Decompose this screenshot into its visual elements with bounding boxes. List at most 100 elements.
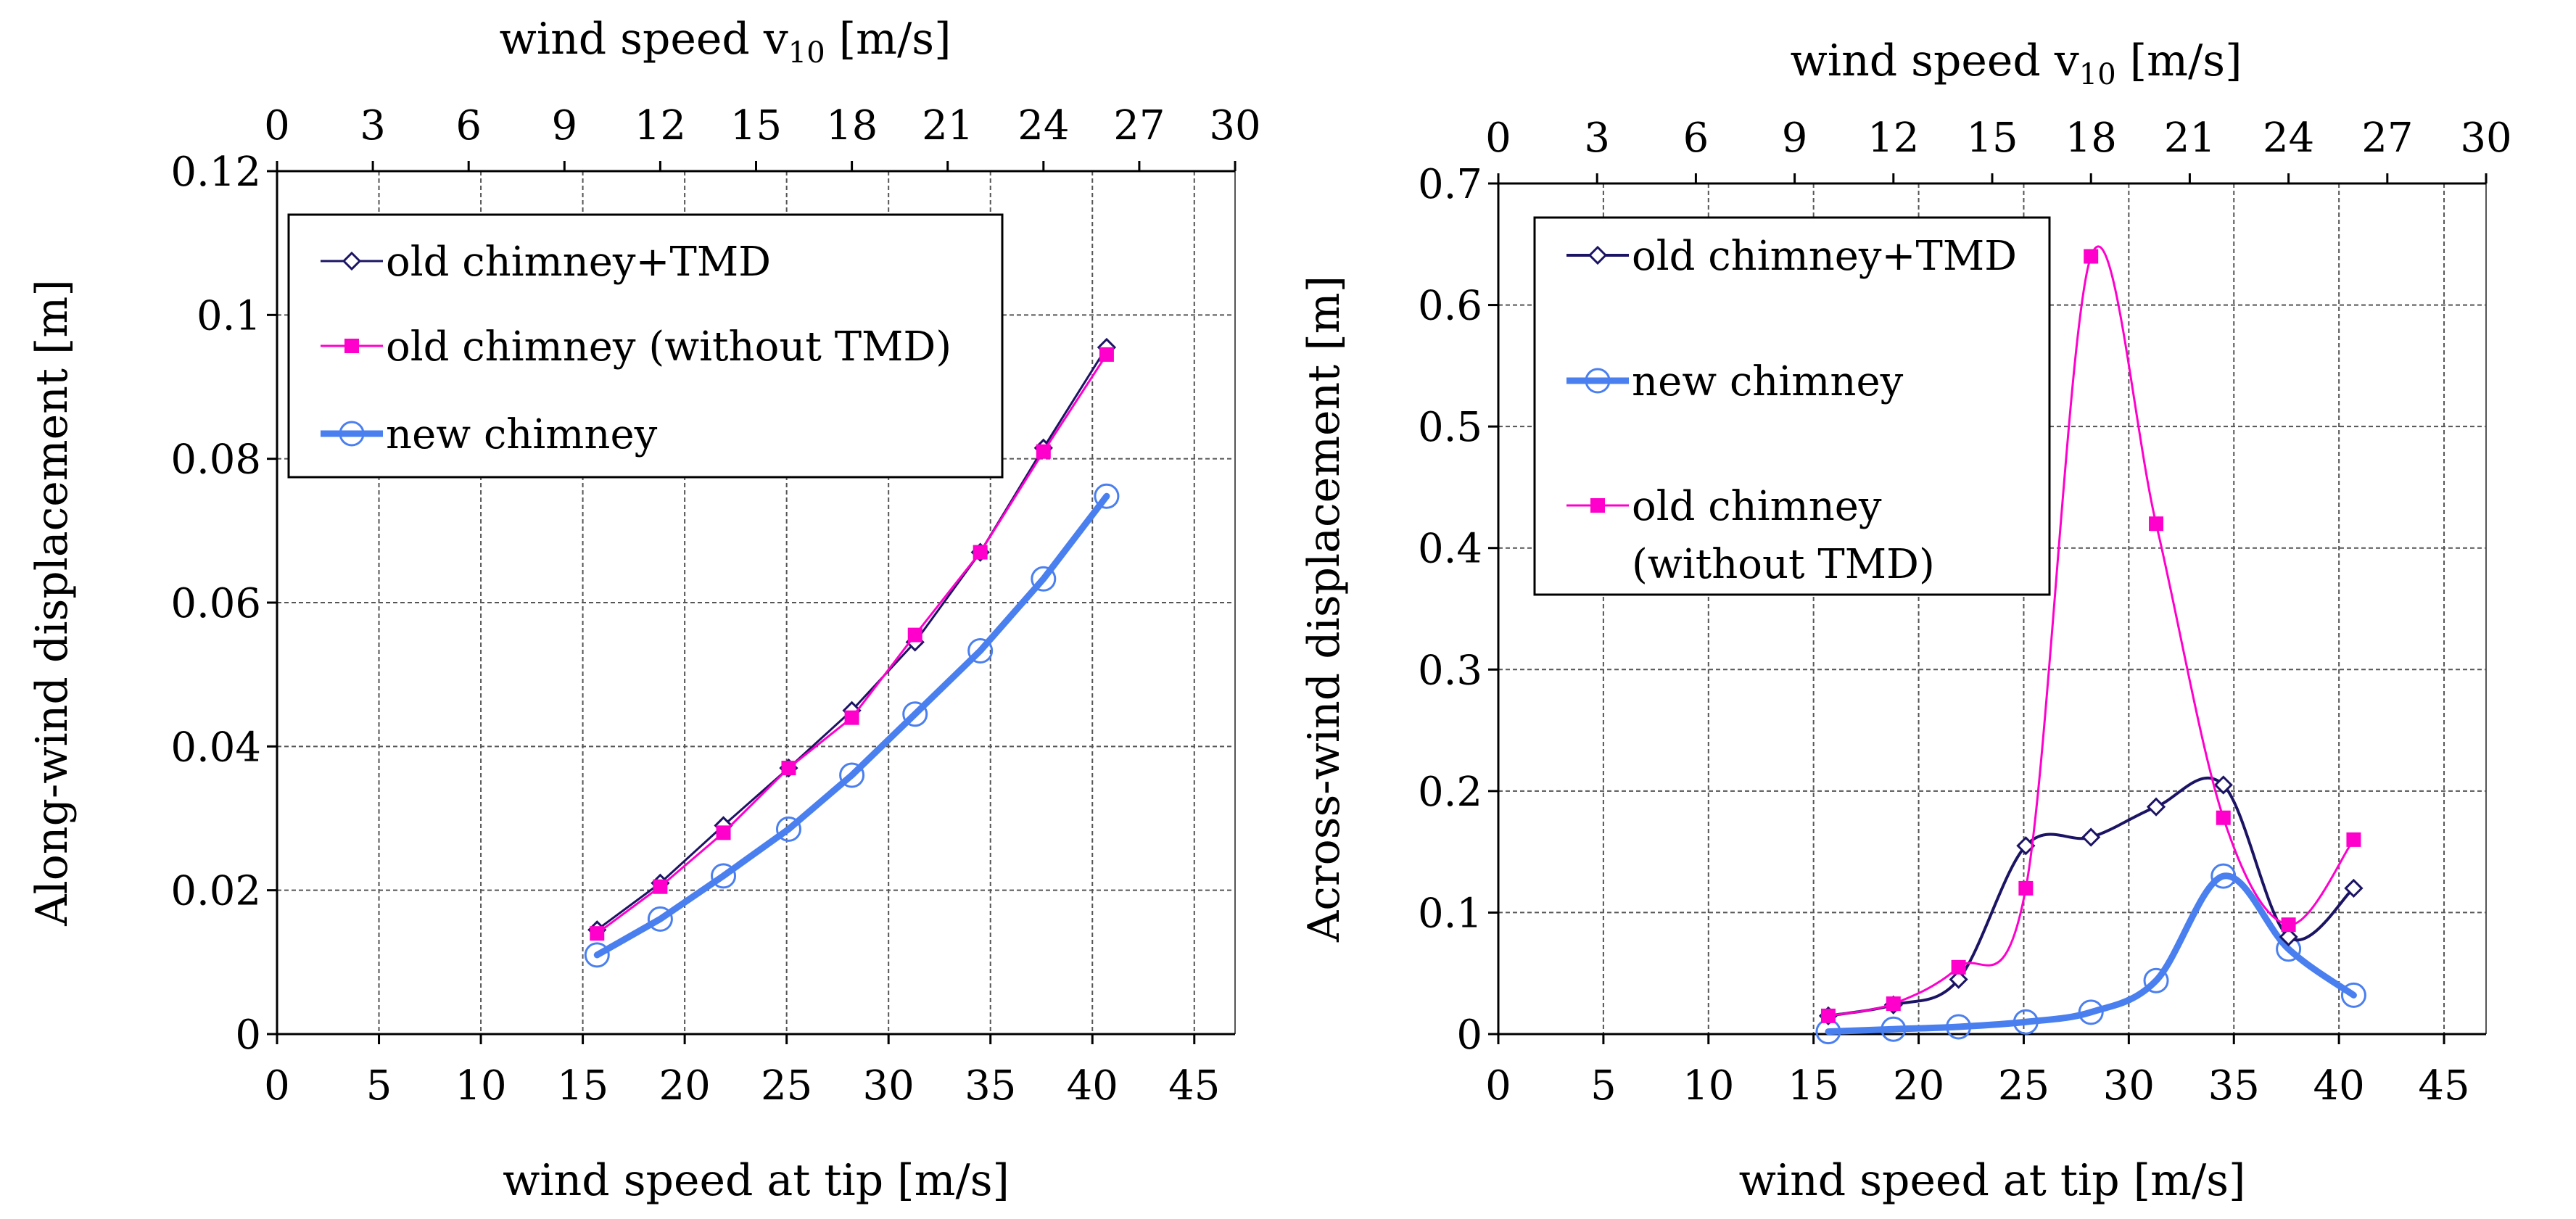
series-old-chimney-without-tmd-	[1820, 245, 2361, 1023]
data-point	[2084, 249, 2099, 264]
legend-marker	[339, 421, 365, 447]
data-point	[973, 545, 988, 560]
series-new-chimney	[1815, 863, 2366, 1045]
series-new-chimney	[584, 483, 1120, 968]
y-tick-label: 0.2	[1418, 769, 1482, 816]
x-tick-label: 45	[2418, 1062, 2469, 1110]
top-tick-label: 21	[2164, 115, 2216, 162]
across-wind-chart: 00.10.20.30.40.50.60.70 5 10 15 20 25 30 35 40 45…	[1299, 36, 2512, 1206]
x-tick-label: 45	[1168, 1062, 1220, 1110]
data-point	[1949, 970, 1968, 989]
data-point	[1099, 347, 1114, 362]
y-tick-label: 0.06	[170, 580, 261, 627]
data-point	[2143, 967, 2169, 993]
y-tick-label: 0	[235, 1012, 261, 1059]
data-point	[1036, 444, 1051, 459]
data-point	[2078, 999, 2104, 1025]
y-tick-label: 0.7	[1418, 161, 1482, 208]
data-point	[2081, 827, 2101, 847]
top-axis-title-subscript: 10	[788, 36, 825, 70]
top-tick-label: 15	[1966, 115, 2018, 162]
top-axis-title-subscript: 10	[2079, 58, 2116, 91]
data-point	[839, 762, 865, 788]
data-point	[711, 863, 737, 889]
x-tick-label: 35	[2208, 1062, 2260, 1110]
legend-item: old chimney (without TMD)	[321, 323, 951, 371]
y-tick-label: 0.12	[170, 149, 261, 196]
data-point	[584, 942, 610, 968]
top-tick-label: 0	[1485, 115, 1511, 162]
y-axis-title: Across-wind displacement [m]	[1299, 276, 1350, 943]
legend-marker	[342, 251, 362, 271]
top-tick-label: 15	[730, 102, 782, 149]
data-point	[2340, 982, 2366, 1008]
data-point	[1031, 566, 1057, 592]
y-tick-label: 0.3	[1418, 647, 1482, 694]
y-tick-label: 0.5	[1418, 404, 1482, 451]
y-tick-label: 0.1	[197, 292, 261, 339]
data-point	[2012, 1009, 2039, 1035]
series-line	[1825, 872, 2357, 1036]
legend: old chimney+TMD old chimney (without TMD)…	[287, 213, 1004, 479]
legend-label: old chimney	[1632, 483, 1882, 530]
data-point	[590, 926, 605, 941]
data-point	[2016, 836, 2036, 856]
x-tick-label: 5	[1590, 1062, 1617, 1110]
legend-marker	[1585, 368, 1611, 394]
legend-marker	[1588, 245, 1608, 265]
data-point	[2216, 810, 2231, 825]
top-tick-label: 18	[2065, 115, 2117, 162]
y-tick-label: 0.08	[170, 437, 261, 484]
x-tick-label: 5	[366, 1062, 392, 1110]
legend-item: new chimney	[321, 411, 658, 458]
top-tick-label: 6	[1683, 115, 1709, 162]
series-line	[1826, 776, 2356, 1017]
y-tick-label: 0.4	[1418, 526, 1482, 573]
legend-item: old chimney (without TMD)	[1566, 483, 1935, 588]
top-tick-label: 18	[826, 102, 878, 149]
x-tick-label: 15	[557, 1062, 608, 1110]
legend-item: old chimney+TMD	[1566, 233, 2017, 280]
top-tick-label: 21	[922, 102, 973, 149]
top-axis-title: wind speed v10 [m/s]	[500, 14, 951, 70]
x-tick-label: 40	[1067, 1062, 1118, 1110]
data-point	[2279, 927, 2298, 947]
x-axis-title: wind speed at tip [m/s]	[1739, 1155, 2246, 1206]
top-tick-label: 6	[455, 102, 482, 149]
legend-marker	[1590, 498, 1605, 513]
data-point	[2149, 516, 2164, 532]
top-tick-label: 30	[2460, 115, 2511, 162]
data-point	[1951, 959, 1966, 975]
legend-box	[287, 213, 1004, 479]
x-tick-label: 10	[1683, 1062, 1734, 1110]
legend-box	[1533, 216, 2051, 596]
data-point	[2146, 797, 2166, 817]
x-tick-label: 25	[761, 1062, 812, 1110]
top-tick-label: 12	[635, 102, 686, 149]
data-point	[907, 627, 922, 642]
x-tick-label: 30	[863, 1062, 915, 1110]
top-tick-label: 0	[264, 102, 290, 149]
x-tick-label: 10	[455, 1062, 506, 1110]
legend-label: new chimney	[1632, 358, 1904, 405]
data-point	[781, 761, 796, 776]
y-tick-label: 0	[1456, 1012, 1482, 1059]
data-point	[1946, 1014, 1972, 1040]
data-point	[2281, 917, 2296, 933]
data-point	[1094, 483, 1120, 509]
y-tick-label: 0.6	[1418, 283, 1482, 330]
legend-label: old chimney (without TMD)	[386, 323, 951, 371]
x-tick-label: 35	[965, 1062, 1016, 1110]
x-tick-label: 0	[264, 1062, 290, 1110]
legend-label: new chimney	[386, 411, 658, 458]
y-tick-label: 0.04	[170, 724, 261, 771]
data-point	[653, 879, 668, 894]
x-tick-label: 0	[1485, 1062, 1511, 1110]
legend-label: old chimney+TMD	[386, 239, 771, 286]
data-point	[844, 710, 859, 725]
data-point	[2018, 880, 2034, 896]
data-point	[2346, 832, 2361, 847]
series-old-chimney-tmd	[1818, 775, 2364, 1025]
